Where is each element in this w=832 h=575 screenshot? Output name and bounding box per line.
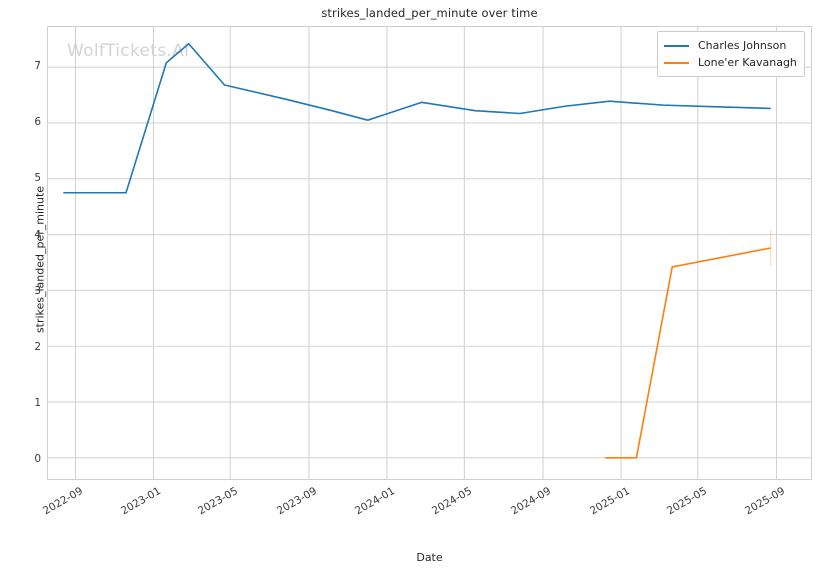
series-line-1 bbox=[605, 247, 771, 459]
x-axis-label: Date bbox=[416, 551, 443, 564]
y-tick-label: 6 bbox=[34, 116, 41, 129]
legend-label: Charles Johnson bbox=[698, 39, 787, 52]
y-tick-label: 4 bbox=[34, 228, 41, 241]
x-tick-label: 2024-01 bbox=[352, 485, 397, 518]
x-tick-label: 2023-05 bbox=[195, 485, 240, 518]
y-tick-label: 0 bbox=[34, 452, 41, 465]
legend-label: Lone'er Kavanagh bbox=[698, 56, 797, 69]
x-tick-label: 2023-09 bbox=[274, 485, 319, 518]
series-line-0 bbox=[63, 42, 771, 194]
grid-lines bbox=[48, 27, 811, 479]
legend-color-swatch bbox=[664, 44, 689, 47]
x-tick-label: 2023-01 bbox=[118, 485, 163, 518]
x-tick-label: 2024-09 bbox=[509, 485, 554, 518]
chart-title: strikes_landed_per_minute over time bbox=[321, 6, 538, 20]
y-tick-label: 1 bbox=[34, 396, 41, 409]
y-axis-ticks: 0 1 2 3 4 5 6 7 bbox=[0, 26, 41, 480]
x-tick-label: 2022-09 bbox=[40, 485, 85, 518]
legend-item[interactable]: Charles Johnson bbox=[664, 37, 797, 54]
legend-color-swatch bbox=[664, 61, 689, 64]
legend-item[interactable]: Lone'er Kavanagh bbox=[664, 54, 797, 71]
y-tick-label: 7 bbox=[34, 60, 41, 73]
chart-legend: Charles Johnson Lone'er Kavanagh bbox=[657, 31, 805, 77]
plot-area: WolfTickets.AI bbox=[47, 26, 812, 480]
data-series-layer bbox=[63, 42, 772, 459]
x-tick-label: 2025-05 bbox=[664, 485, 709, 518]
x-axis-ticks: 2022-09 2023-01 2023-05 2023-09 2024-01 2024-… bbox=[41, 485, 812, 545]
x-tick-label: 2024-05 bbox=[430, 485, 475, 518]
y-tick-label: 2 bbox=[34, 340, 41, 353]
y-tick-label: 5 bbox=[34, 172, 41, 185]
x-tick-label: 2025-09 bbox=[743, 485, 788, 518]
y-tick-label: 3 bbox=[34, 284, 41, 297]
watermark-text: WolfTickets.AI bbox=[67, 41, 190, 61]
watermark-layer: WolfTickets.AI bbox=[48, 27, 811, 479]
x-tick-label: 2025-01 bbox=[587, 485, 632, 518]
